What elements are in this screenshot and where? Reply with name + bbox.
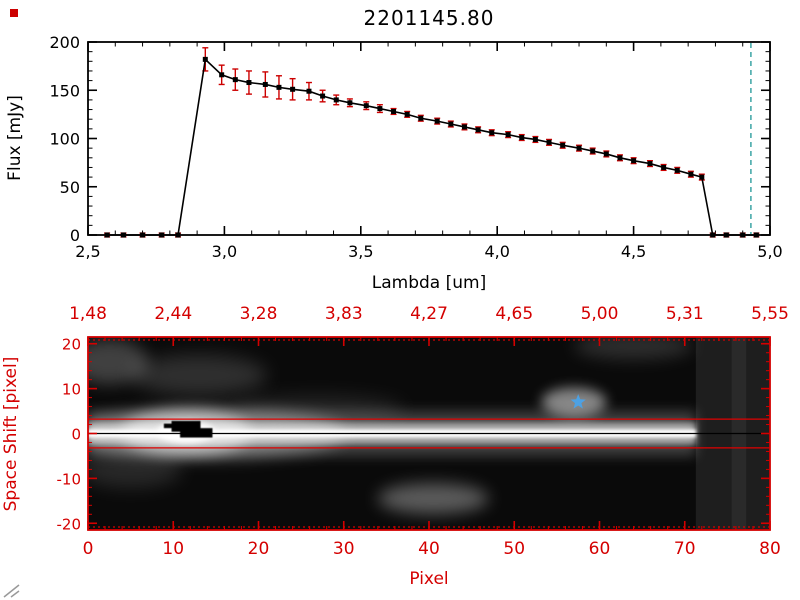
plot-title: 2201145.80: [363, 6, 495, 30]
svg-text:4,0: 4,0: [484, 242, 509, 261]
wavelength-top-label: 2,44: [154, 304, 192, 324]
lambda-axis-label: Lambda [um]: [372, 273, 486, 293]
wavelength-top-label: 3,28: [240, 304, 278, 324]
wavelength-top-label: 1,48: [69, 304, 107, 324]
spectrum-plot: 2,5 3,0 3,5 4,0 4,5 5,0 0 50 100 150 200 Flux [mJy…: [5, 33, 783, 293]
flux-axis-label: Flux [mJy]: [5, 95, 25, 181]
pixel-axis-label: Pixel: [409, 569, 448, 589]
svg-text:0: 0: [70, 226, 80, 245]
svg-text:20: 20: [62, 336, 81, 354]
wavelength-top-label: 5,31: [666, 304, 704, 324]
svg-text:40: 40: [418, 539, 440, 559]
svg-text:30: 30: [333, 539, 355, 559]
wavelength-top-label: 5,00: [581, 304, 619, 324]
svg-text:4,5: 4,5: [621, 242, 646, 261]
svg-text:10: 10: [162, 539, 184, 559]
resize-grip[interactable]: [0, 582, 20, 598]
window-marker: [10, 9, 18, 17]
image-plot: 0 10 20 30 40 50 60 70 80 20 10 0 -10 -20 1,48 2,44 3,28…: [1, 304, 789, 589]
space-shift-axis-label: Space Shift [pixel]: [1, 357, 21, 512]
svg-text:50: 50: [60, 178, 80, 197]
svg-text:70: 70: [674, 539, 696, 559]
image-render-layer: 0 10 20 30 40 50 60 70 80 20 10 0 -10 -20 1,48 2,44 3,28…: [57, 304, 789, 559]
svg-text:20: 20: [248, 539, 270, 559]
flux-line: [107, 57, 757, 236]
svg-text:0: 0: [71, 426, 81, 444]
svg-text:150: 150: [49, 81, 80, 100]
svg-text:60: 60: [589, 539, 611, 559]
svg-text:10: 10: [62, 381, 81, 399]
svg-text:3,0: 3,0: [212, 242, 237, 261]
svg-text:0: 0: [83, 539, 94, 559]
svg-text:-10: -10: [57, 470, 82, 488]
star-marker: [570, 394, 586, 409]
wavelength-top-label: 5,55: [751, 304, 789, 324]
svg-text:50: 50: [503, 539, 525, 559]
svg-text:200: 200: [49, 33, 80, 52]
svg-text:3,5: 3,5: [348, 242, 373, 261]
svg-text:2,5: 2,5: [75, 242, 100, 261]
spectral-image: [88, 337, 770, 530]
spectrum-render-layer: 2,5 3,0 3,5 4,0 4,5 5,0 0 50 100 150 200: [49, 33, 782, 261]
svg-text:5,0: 5,0: [757, 242, 782, 261]
wavelength-top-label: 4,27: [410, 304, 448, 324]
svg-text:80: 80: [759, 539, 781, 559]
wavelength-top-label: 3,83: [325, 304, 363, 324]
wavelength-top-label: 4,65: [495, 304, 533, 324]
svg-text:-20: -20: [57, 515, 82, 533]
svg-text:100: 100: [49, 130, 80, 149]
